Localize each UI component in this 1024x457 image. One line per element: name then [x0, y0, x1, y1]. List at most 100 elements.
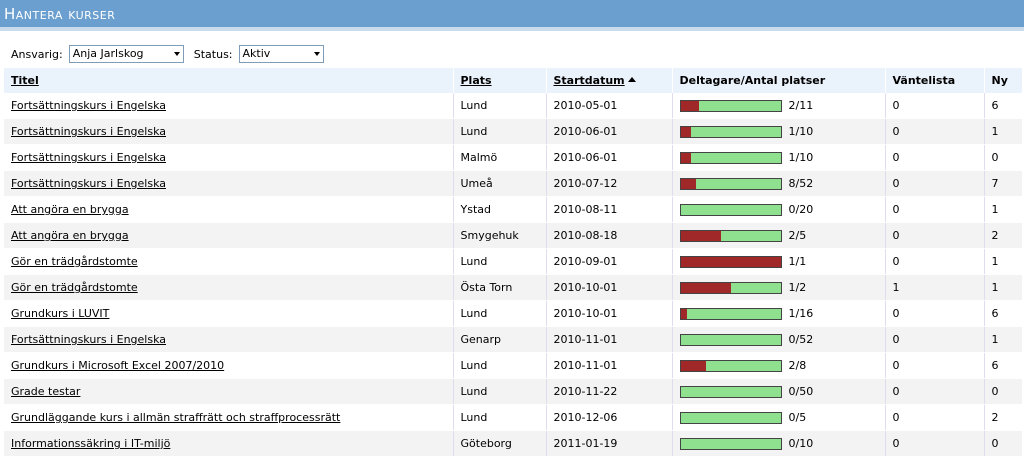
cell: Lund	[452, 352, 546, 379]
occupancy-bar	[679, 230, 782, 242]
cell-text: Östa Torn	[460, 281, 513, 294]
occupancy-fill	[680, 101, 699, 111]
cell: Lund	[452, 378, 546, 405]
cell-text: 0	[991, 151, 999, 164]
occupancy-fill	[680, 361, 706, 371]
cell: Gör en trädgårdstomte	[4, 274, 453, 301]
occupancy-fill	[680, 127, 691, 137]
sort-link[interactable]: Plats	[460, 74, 492, 87]
column-title: Väntelista	[892, 74, 956, 87]
course-link[interactable]: Fortsättningskurs i Engelska	[11, 177, 166, 190]
sort-link[interactable]: Startdatum	[553, 74, 625, 87]
cell-text: 0	[892, 125, 900, 138]
occupancy-bar	[679, 126, 782, 138]
course-link[interactable]: Grundkurs i Microsoft Excel 2007/2010	[11, 359, 225, 372]
course-link[interactable]: Grundkurs i LUVIT	[11, 307, 110, 320]
course-row: Grade testar Lund 2010-11-22 0/50 0 0	[4, 378, 1022, 405]
cell: Fortsättningskurs i Engelska	[4, 93, 453, 119]
cell: Umeå	[452, 170, 546, 197]
cell-text: 0	[991, 437, 999, 450]
occupancy-text: 0/52	[788, 333, 814, 346]
cell: 2010-06-01	[545, 144, 672, 171]
cell: Informationssäkring i IT-miljö	[4, 430, 453, 457]
cell: 2010-10-01	[545, 274, 672, 301]
occupancy-bar	[679, 282, 782, 294]
course-row: Gör en trädgårdstomte Lund 2010-09-01 1/1 0 1	[4, 248, 1022, 275]
cell-text: 6	[991, 99, 999, 112]
course-row: Gör en trädgårdstomte Östa Torn 2010-10-01…	[4, 274, 1022, 301]
cell: 2010-11-01	[545, 352, 672, 379]
cell: 2010-10-01	[545, 300, 672, 327]
cell-text: Ystad	[460, 203, 492, 216]
course-link[interactable]: Fortsättningskurs i Engelska	[11, 99, 166, 112]
course-link[interactable]: Informationssäkring i IT-miljö	[11, 437, 171, 450]
cell: 0/50	[671, 378, 885, 405]
cell: 8/52	[671, 170, 885, 197]
cell: 0	[884, 404, 984, 431]
cell-text: 2010-11-01	[553, 359, 618, 372]
course-link[interactable]: Fortsättningskurs i Engelska	[11, 151, 166, 164]
cell-text: Lund	[460, 99, 488, 112]
cell: 2010-07-12	[545, 170, 672, 197]
cell-text: 2010-10-01	[553, 281, 618, 294]
header-row: Titel Plats Startdatum Deltagare/Antal plat…	[4, 68, 1022, 93]
status-select[interactable]: Aktiv	[238, 45, 324, 63]
cell-text: 0	[892, 203, 900, 216]
occupancy-text: 1/2	[788, 281, 807, 294]
cell: 1/10	[671, 144, 885, 171]
occupancy-text: 0/20	[788, 203, 814, 216]
course-link[interactable]: Fortsättningskurs i Engelska	[11, 333, 166, 346]
course-link[interactable]: Grade testar	[11, 385, 81, 398]
course-link[interactable]: Fortsättningskurs i Engelska	[11, 125, 166, 138]
course-row: Grundläggande kurs i allmän straffrätt o…	[4, 404, 1022, 431]
cell: 1	[983, 248, 1022, 275]
occupancy-text: 1/1	[788, 255, 807, 268]
occupancy-text: 0/10	[788, 437, 814, 450]
cell: 0	[884, 170, 984, 197]
occupancy-text: 1/16	[788, 307, 814, 320]
course-link[interactable]: Gör en trädgårdstomte	[11, 255, 138, 268]
course-link[interactable]: Att angöra en brygga	[11, 203, 129, 216]
responsible-label: Ansvarig:	[11, 47, 63, 61]
cell: 2010-08-18	[545, 222, 672, 249]
cell-text: Genarp	[460, 333, 502, 346]
cell: 1	[884, 274, 984, 301]
filters: Ansvarig: Anja Jarlskog Status: Aktiv	[11, 45, 334, 63]
course-link[interactable]: Gör en trädgårdstomte	[11, 281, 138, 294]
cell-text: 6	[991, 307, 999, 320]
occupancy-fill	[680, 283, 731, 293]
cell-text: 0	[892, 359, 900, 372]
cell: 0	[884, 93, 984, 119]
occupancy-bar	[679, 412, 782, 424]
course-row: Fortsättningskurs i Engelska Malmö 2010-06…	[4, 144, 1022, 171]
cell-text: 2010-07-12	[553, 177, 618, 190]
column-header: Plats	[452, 68, 546, 93]
cell: Smygehuk	[452, 222, 546, 249]
cell: Lund	[452, 300, 546, 327]
cell: Grade testar	[4, 378, 453, 405]
cell: Lund	[452, 404, 546, 431]
sort-link[interactable]: Titel	[11, 74, 39, 87]
occupancy-fill	[680, 153, 691, 163]
cell: Lund	[452, 118, 546, 145]
cell: Grundkurs i Microsoft Excel 2007/2010	[4, 352, 453, 379]
cell: 0	[884, 352, 984, 379]
occupancy-fill	[680, 309, 687, 319]
cell: Fortsättningskurs i Engelska	[4, 144, 453, 171]
cell: 0	[884, 248, 984, 275]
cell: Göteborg	[452, 430, 546, 457]
cell: 1	[983, 326, 1022, 353]
cell-text: 2010-11-22	[553, 385, 618, 398]
occupancy-bar	[679, 204, 782, 216]
course-link[interactable]: Att angöra en brygga	[11, 229, 129, 242]
course-link[interactable]: Grundläggande kurs i allmän straffrätt o…	[11, 411, 341, 424]
cell: 0/10	[671, 430, 885, 457]
cell-text: 2010-06-01	[553, 125, 618, 138]
cell: 2010-12-06	[545, 404, 672, 431]
responsible-select[interactable]: Anja Jarlskog	[68, 45, 184, 63]
cell-text: 2011-01-19	[553, 437, 618, 450]
cell-text: Lund	[460, 359, 488, 372]
cell: 0/5	[671, 404, 885, 431]
cell-text: 2	[991, 229, 999, 242]
